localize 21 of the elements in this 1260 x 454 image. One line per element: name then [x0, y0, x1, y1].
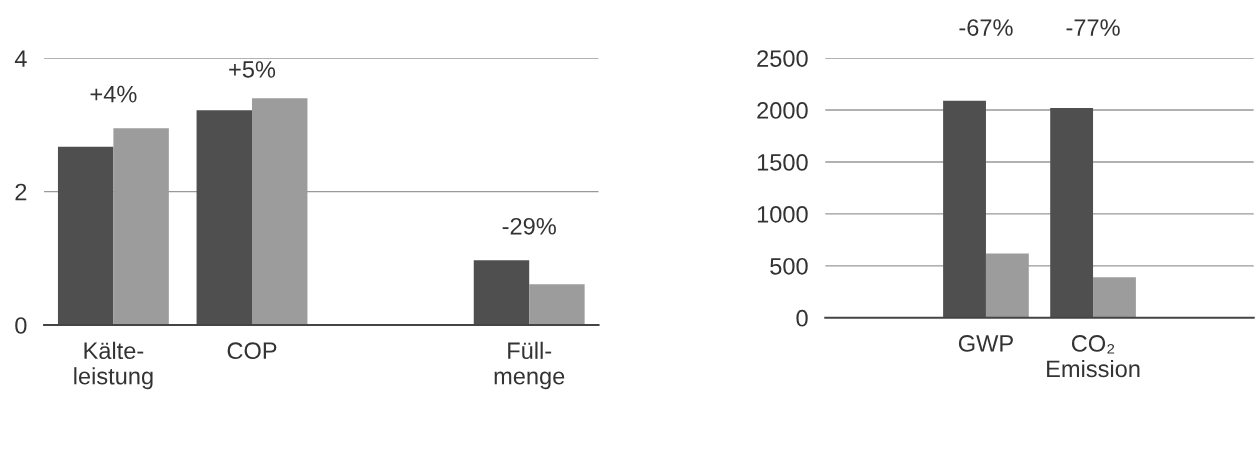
y-tick-label: 1500 [757, 154, 808, 171]
y-tick-label: 4 [14, 50, 27, 67]
x-tick-label: GWP [958, 335, 1013, 352]
annotation: +4% [90, 85, 137, 103]
annotation: -29% [502, 217, 556, 235]
y-tick-label: 0 [15, 317, 27, 334]
text: -77% [1066, 19, 1120, 36]
y-tick-label: 500 [770, 257, 808, 275]
y-tick-label: 2 [15, 183, 27, 201]
y-tick-label: 1000 [757, 205, 808, 223]
x-tick-label: CO₂ Emission [1047, 335, 1140, 378]
x-tick-label: Kälte- leistung [74, 341, 153, 390]
y-tick-label: 0 [796, 309, 808, 327]
text: -67% [959, 19, 1013, 36]
y-tick-label: 2500 [757, 50, 808, 67]
x-tick-label: Füll- menge [494, 341, 565, 390]
annotation: +5% [229, 61, 276, 78]
bar [529, 284, 585, 326]
y-tick-label: 2000 [757, 102, 808, 119]
bar [1093, 277, 1136, 318]
x-tick-label: COP [227, 342, 277, 360]
